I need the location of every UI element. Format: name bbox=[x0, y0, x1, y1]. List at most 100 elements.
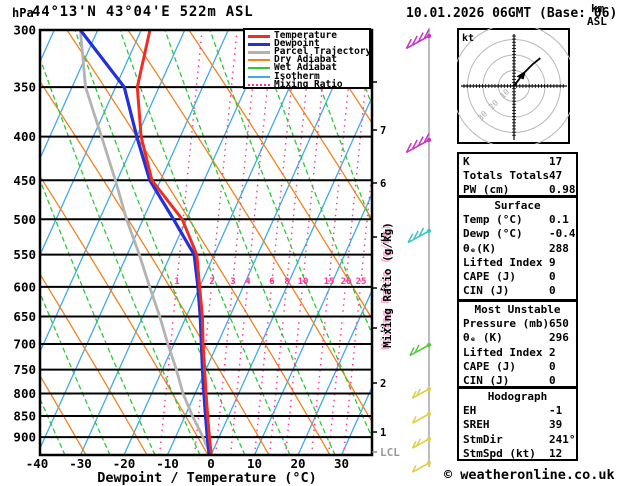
row-label: PW (cm) bbox=[463, 183, 510, 197]
table-row: CAPE (J) 0 bbox=[463, 270, 576, 284]
legend-label: Dry Adiabat bbox=[274, 54, 337, 66]
pressure-axis-unit: hPa bbox=[12, 6, 34, 20]
most-unstable-table: Most Unstable Pressure (mb) 650 θₑ (K) 296 Li… bbox=[457, 300, 578, 388]
km-tick-label: 4 bbox=[380, 283, 386, 295]
legend-item: Isotherm bbox=[248, 70, 369, 82]
km-tick-label: 2 bbox=[380, 378, 386, 390]
pressure-tick-label: 600 bbox=[13, 279, 36, 294]
row-label: K bbox=[463, 155, 470, 168]
table-row: StmDir 241° bbox=[463, 433, 576, 447]
km-tick-label: 7 bbox=[380, 125, 386, 137]
temp-tick-label: -10 bbox=[156, 456, 179, 471]
table-row: Temp (°C) 0.1 bbox=[463, 213, 576, 227]
table-row: CIN (J) 0 bbox=[463, 284, 576, 298]
row-label: CAPE (J) bbox=[463, 359, 516, 373]
row-value: 296 bbox=[549, 331, 569, 345]
legend-label: Mixing Ratio bbox=[274, 78, 343, 90]
pressure-tick-label: 450 bbox=[13, 173, 36, 188]
pressure-tick-label: 400 bbox=[13, 129, 36, 144]
mixing-ratio-label: 4 bbox=[245, 277, 251, 287]
row-label: StmDir bbox=[463, 432, 503, 446]
km-tick-label: 3 bbox=[380, 323, 386, 335]
mixing-ratio-labels: 1 2 3 4 6 8 10 15 20 25 bbox=[174, 277, 366, 287]
skewt-chart: 3003504004505005506006507007508008509001… bbox=[13, 23, 432, 473]
row-label: StmSpd (kt) bbox=[463, 446, 536, 460]
table-row: SREH 39 bbox=[463, 418, 576, 432]
pressure-tick-label: 500 bbox=[13, 212, 36, 227]
legend-line-swatch bbox=[248, 42, 270, 46]
indices-table: K 17 Totals Totals 47 PW (cm) 0.98 bbox=[457, 152, 578, 197]
table-row: Lifted Index 2 bbox=[463, 346, 576, 360]
mixing-axis-label-ghost: Mixing Ratio (g/kg) bbox=[379, 224, 392, 350]
legend-line-swatch bbox=[248, 67, 270, 70]
hodograph-unit-label: kt bbox=[462, 33, 474, 44]
table-row: θₑ(K) 288 bbox=[463, 242, 576, 256]
altitude-axis-unit: km bbox=[591, 2, 605, 15]
parcel-trajectory-curve bbox=[78, 30, 213, 455]
run-datetime: 10.01.2026 06GMT (Base: 06) bbox=[406, 6, 618, 21]
pressure-tick-label: 850 bbox=[13, 408, 36, 423]
row-value: -1 bbox=[549, 404, 563, 418]
table-row: Totals Totals 47 bbox=[463, 169, 576, 183]
wind-barb bbox=[405, 29, 432, 50]
row-value: 241° bbox=[549, 432, 576, 446]
temp-tick-label: 0 bbox=[207, 456, 215, 471]
row-value: 17 bbox=[549, 155, 563, 168]
table-row: θₑ (K) 296 bbox=[463, 331, 576, 345]
table-row: Pressure (mb) 650 bbox=[463, 317, 576, 331]
row-label: θₑ(K) bbox=[463, 241, 497, 255]
row-label: CIN (J) bbox=[463, 374, 510, 388]
sounding-curves bbox=[78, 30, 213, 455]
mixing-ratio-label: 25 bbox=[356, 277, 367, 287]
temp-tick-label: 20 bbox=[290, 456, 305, 471]
page-title: 44°13'N 43°04'E 522m ASL bbox=[32, 4, 254, 20]
wind-barb bbox=[405, 133, 432, 154]
pressure-tick-label: 750 bbox=[13, 362, 36, 377]
pressure-tick-label: 800 bbox=[13, 386, 36, 401]
table-row: PW (cm) 0.98 bbox=[463, 183, 576, 197]
legend-item: Dewpoint bbox=[248, 38, 369, 50]
chart-legend: Temperature Dewpoint Parcel Trajectory Dry … bbox=[243, 28, 371, 89]
row-value: 0 bbox=[549, 374, 556, 388]
row-label: Totals Totals bbox=[463, 169, 550, 183]
lcl-label: LCL bbox=[380, 446, 400, 459]
row-value: 2 bbox=[549, 345, 556, 359]
table-section-title: Surface bbox=[494, 199, 541, 212]
row-value: 288 bbox=[549, 241, 569, 255]
row-value: 650 bbox=[549, 317, 569, 331]
table-row: Lifted Index 9 bbox=[463, 256, 576, 270]
wind-barb bbox=[411, 460, 432, 473]
legend-label: Dewpoint bbox=[274, 38, 320, 50]
legend-label: Isotherm bbox=[274, 70, 320, 82]
legend-item: Temperature bbox=[248, 31, 369, 40]
temp-tick-label: -20 bbox=[113, 456, 136, 471]
table-row: CIN (J) 0 bbox=[463, 374, 576, 388]
wind-barb-column bbox=[405, 28, 432, 473]
wind-barb bbox=[411, 411, 432, 424]
row-label: CIN (J) bbox=[463, 284, 510, 298]
altitude-ticks: 1 2 3 4 5 6 7 LCL bbox=[372, 81, 400, 459]
pressure-tick-label: 900 bbox=[13, 430, 36, 445]
pressure-tick-label: 350 bbox=[13, 80, 36, 95]
legend-item: Dry Adiabat bbox=[248, 54, 369, 66]
row-value: 9 bbox=[549, 255, 556, 269]
legend-line-swatch bbox=[248, 83, 270, 86]
row-value: 0.98 bbox=[549, 183, 576, 197]
row-label: θₑ (K) bbox=[463, 331, 503, 345]
row-label: CAPE (J) bbox=[463, 270, 516, 284]
mixing-ratio-label: 15 bbox=[324, 277, 335, 287]
legend-line-swatch bbox=[248, 59, 270, 62]
km-tick-label: 1 bbox=[380, 427, 386, 439]
km-tick-label: 5 bbox=[380, 232, 386, 244]
row-value: 39 bbox=[549, 418, 563, 432]
mixing-ratio-label: 8 bbox=[284, 277, 289, 287]
legend-item: Mixing Ratio bbox=[248, 78, 369, 90]
mixing-ratio-label: 10 bbox=[298, 277, 309, 287]
footer-credit: © weatheronline.co.uk bbox=[444, 467, 615, 483]
pressure-gridlines: 300 350 400 450 500 550 600 650 700 750 800 850 900 bbox=[13, 23, 372, 445]
table-row: CAPE (J) 0 bbox=[463, 360, 576, 374]
row-value: 0 bbox=[549, 270, 556, 284]
legend-item: Parcel Trajectory bbox=[248, 47, 371, 56]
